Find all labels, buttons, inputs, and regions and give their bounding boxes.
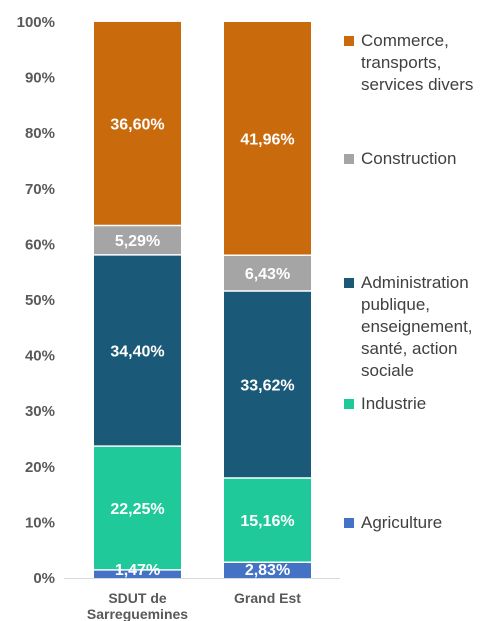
y-tick-label: 10% [25, 514, 55, 531]
y-tick-label: 40% [25, 348, 55, 365]
legend-swatch [344, 154, 354, 164]
legend-label: Commerce, transports, services divers [361, 31, 474, 94]
legend-swatch [344, 518, 354, 528]
x-category-label: Sarreguemines [87, 606, 188, 621]
y-tick-label: 80% [25, 125, 55, 142]
bar-segment-commerce [224, 22, 311, 256]
x-category-label: Grand Est [234, 590, 301, 606]
data-label: 1,47% [115, 562, 160, 579]
bar-segment-industrie [94, 446, 181, 570]
data-label: 5,29% [115, 233, 160, 250]
legend-label: Industrie [361, 394, 427, 413]
bar-segment-construction [94, 225, 181, 255]
y-tick-label: 0% [33, 570, 55, 587]
data-label: 22,25% [110, 501, 164, 518]
y-tick-label: 70% [25, 181, 55, 198]
y-tick-label: 30% [25, 403, 55, 420]
stacked-bar-chart: 0% 10% 20% 30% 40% 50% 60% 70% 80% 90% 100% 1,47% 22… [17, 14, 340, 621]
bar-segment-construction [224, 255, 311, 292]
data-label: 15,16% [240, 513, 294, 530]
y-tick-label: 100% [17, 14, 55, 31]
bar-segment-industrie [224, 477, 311, 563]
legend-swatch [344, 36, 354, 46]
y-tick-label: 60% [25, 236, 55, 253]
y-tick-label: 50% [25, 292, 55, 309]
data-label: 36,60% [110, 117, 164, 134]
bar-segment-agriculture [94, 569, 181, 578]
data-label: 6,43% [245, 266, 290, 283]
bar-segment-agriculture [224, 562, 311, 578]
legend-swatch [344, 278, 354, 288]
legend-label: Agriculture [361, 513, 443, 532]
data-label: 2,83% [245, 562, 290, 579]
bar-segment-commerce [94, 21, 181, 226]
y-tick-label: 20% [25, 459, 55, 476]
legend-swatch [344, 399, 354, 409]
x-category-label: SDUT de [108, 590, 167, 606]
data-label: 41,96% [240, 132, 294, 149]
legend-label: Construction [361, 149, 457, 168]
data-label: 33,62% [240, 378, 294, 395]
legend: Commerce, transports, services divers Con… [344, 0, 494, 621]
y-tick-label: 90% [25, 70, 55, 87]
bar-segment-administration [94, 254, 181, 447]
data-label: 34,40% [110, 343, 164, 360]
legend-label: Administration publique, enseignement, s… [361, 273, 473, 380]
bar-segment-administration [224, 291, 311, 478]
